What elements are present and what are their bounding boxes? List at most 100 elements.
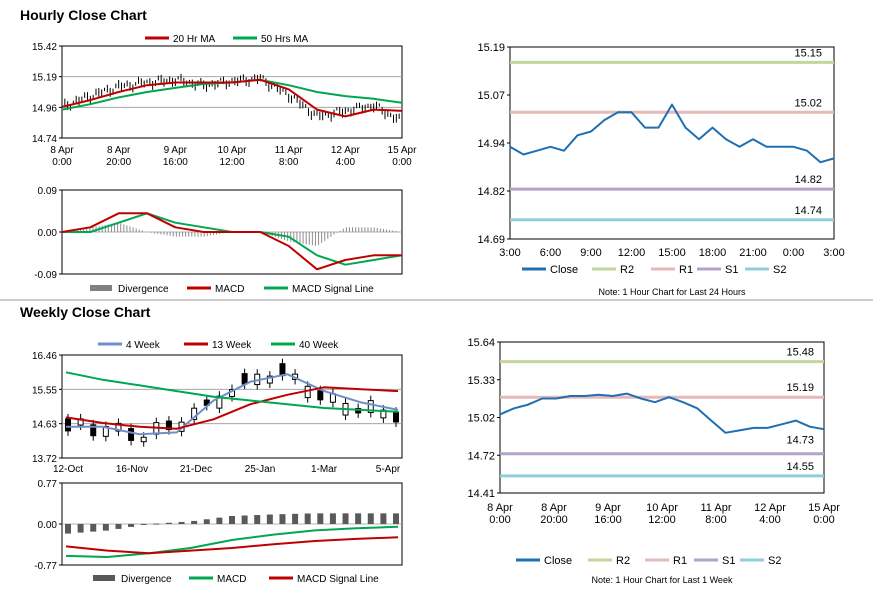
weekly-divergence-bar bbox=[254, 515, 261, 524]
hourly-price-x-tick: 8 Apr bbox=[107, 145, 131, 156]
weekly-close-line bbox=[499, 392, 825, 434]
hourly-price-plot bbox=[61, 45, 403, 139]
weekly-price-y-tick: 13.72 bbox=[32, 454, 57, 465]
weekly-levels-y-tick: 15.33 bbox=[467, 375, 495, 387]
weekly-divergence-bar bbox=[317, 513, 324, 524]
weekly-candle-body bbox=[367, 400, 374, 413]
weekly-divergence-bar bbox=[65, 524, 71, 534]
weekly-levels-legend-label: R2 bbox=[616, 555, 630, 567]
hourly-levels-x-tick: 12:00 bbox=[618, 247, 646, 259]
hourly-price-x-tick: 11 Apr bbox=[275, 145, 304, 156]
weekly-levels-legend-label: S2 bbox=[768, 555, 781, 567]
weekly-macd-signal-line bbox=[65, 536, 399, 555]
weekly-levels-x-tick: 20:00 bbox=[540, 514, 568, 526]
weekly-macd-legend-label: MACD bbox=[217, 574, 246, 585]
weekly-price-plot bbox=[61, 354, 403, 459]
weekly-divergence-bar bbox=[367, 513, 374, 524]
weekly-levels-x-tick: 0:00 bbox=[489, 514, 510, 526]
weekly-divergence-bar bbox=[292, 513, 299, 524]
weekly-price-y-tick: 15.55 bbox=[32, 385, 57, 396]
hourly-levels-y-tick: 15.19 bbox=[477, 42, 505, 54]
weekly-divergence-bar bbox=[216, 517, 223, 524]
weekly-level-label: 14.55 bbox=[786, 461, 814, 473]
weekly-levels-x-tick: 16:00 bbox=[594, 514, 622, 526]
weekly-levels-plot bbox=[499, 341, 825, 494]
hourly-level-label: 14.74 bbox=[794, 205, 822, 217]
weekly-candle-body bbox=[165, 420, 172, 431]
weekly-price-x-tick: 25-Jan bbox=[245, 464, 276, 475]
weekly-divergence-bar bbox=[128, 524, 135, 527]
hourly-price-x-tick: 10 Apr bbox=[218, 145, 248, 156]
weekly-candle-body bbox=[393, 411, 399, 423]
weekly-divergence-bar bbox=[165, 522, 172, 524]
hourly-level-label: 15.02 bbox=[794, 97, 822, 109]
weekly-divergence-bar bbox=[140, 524, 147, 525]
hourly-macd-y-tick: 0.00 bbox=[38, 228, 58, 239]
weekly-levels-legend-label: R1 bbox=[673, 555, 687, 567]
weekly-title: Weekly Close Chart bbox=[20, 304, 151, 320]
weekly-divergence-bar bbox=[77, 524, 84, 533]
weekly-divergence-bar bbox=[241, 515, 248, 524]
hourly-macd-legend-marker bbox=[90, 285, 112, 291]
weekly-price-legend-label: 4 Week bbox=[126, 340, 161, 351]
weekly-divergence-bar bbox=[203, 519, 210, 524]
hourly-levels-x-tick: 21:00 bbox=[739, 247, 767, 259]
weekly-levels-x-tick: 9 Apr bbox=[595, 502, 621, 514]
weekly-candle-body bbox=[140, 436, 147, 443]
hourly-levels-y-tick: 14.82 bbox=[477, 186, 505, 198]
weekly-level-label: 15.19 bbox=[786, 382, 814, 394]
hourly-macd-y-tick: 0.09 bbox=[38, 186, 58, 197]
hourly-macd-legend-label: MACD Signal Line bbox=[292, 284, 374, 295]
hourly-close-line bbox=[509, 103, 835, 164]
hourly-macd-legend-label: Divergence bbox=[118, 284, 169, 295]
weekly-levels-x-tick: 8 Apr bbox=[541, 502, 567, 514]
weekly-divergence-bar bbox=[115, 524, 122, 529]
weekly-price-y-tick: 14.63 bbox=[32, 420, 57, 431]
hourly-levels-x-tick: 9:00 bbox=[580, 247, 601, 259]
hourly-price-legend-label: 50 Hrs MA bbox=[261, 34, 309, 45]
weekly-macd-legend-marker bbox=[93, 575, 115, 581]
weekly-levels-note: Note: 1 Hour Chart for Last 1 Week bbox=[592, 575, 733, 585]
weekly-divergence-bar bbox=[153, 523, 160, 525]
weekly-levels-y-tick: 15.64 bbox=[467, 337, 495, 349]
hourly-macd-line bbox=[61, 212, 402, 271]
weekly-levels-x-tick: 12 Apr bbox=[754, 502, 786, 514]
weekly-divergence-bar bbox=[393, 513, 399, 524]
weekly-divergence-bar bbox=[229, 516, 235, 524]
weekly-candle-body bbox=[65, 418, 71, 432]
weekly-levels-legend-label: S1 bbox=[722, 555, 735, 567]
weekly-levels-x-tick: 4:00 bbox=[759, 514, 780, 526]
weekly-divergence-bar bbox=[279, 514, 286, 524]
weekly-divergence-bar bbox=[380, 513, 387, 524]
hourly-level-label: 15.15 bbox=[794, 47, 822, 59]
weekly-macd-y-tick: 0.00 bbox=[38, 520, 58, 531]
weekly-divergence-bar bbox=[342, 513, 349, 524]
hourly-macd-legend-label: MACD bbox=[215, 284, 244, 295]
hourly-price-x-tick: 16:00 bbox=[163, 157, 188, 168]
weekly-price-legend-label: 13 Week bbox=[212, 340, 252, 351]
hourly-price-x-tick: 0:00 bbox=[52, 157, 72, 168]
weekly-candle-body bbox=[317, 390, 324, 401]
weekly-ma4-line bbox=[66, 373, 399, 436]
weekly-macd-legend-label: MACD Signal Line bbox=[297, 574, 379, 585]
hourly-levels-legend-label: R2 bbox=[620, 264, 634, 276]
weekly-levels-y-tick: 14.72 bbox=[467, 450, 495, 462]
weekly-levels-x-tick: 10 Apr bbox=[646, 502, 678, 514]
weekly-levels-x-tick: 8 Apr bbox=[487, 502, 513, 514]
weekly-divergence-bar bbox=[329, 513, 336, 524]
weekly-macd-legend-label: Divergence bbox=[121, 574, 172, 585]
weekly-levels-x-tick: 11 Apr bbox=[701, 502, 732, 514]
weekly-price-x-tick: 12-Oct bbox=[53, 464, 83, 475]
hourly-title: Hourly Close Chart bbox=[20, 7, 147, 23]
hourly-price-x-tick: 15 Apr bbox=[388, 145, 418, 156]
hourly-levels-plot bbox=[509, 46, 835, 240]
weekly-price-x-tick: 16-Nov bbox=[116, 464, 148, 475]
hourly-levels-y-tick: 14.69 bbox=[477, 234, 505, 246]
hourly-price-y-tick: 14.96 bbox=[32, 103, 57, 114]
weekly-candle-body bbox=[241, 373, 248, 385]
hourly-price-x-tick: 12:00 bbox=[219, 157, 244, 168]
weekly-divergence-bar bbox=[178, 521, 185, 524]
weekly-divergence-bar bbox=[90, 524, 97, 532]
